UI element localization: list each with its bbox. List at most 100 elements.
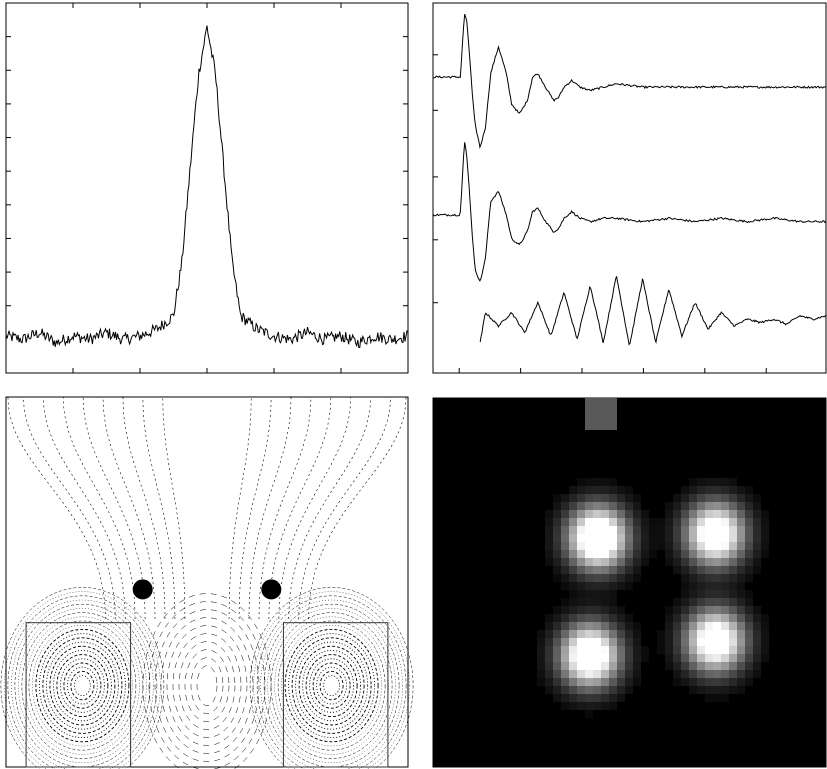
- heat-cell: [697, 678, 705, 686]
- heat-cell: [577, 630, 585, 638]
- heat-cell: [593, 686, 601, 694]
- heat-cell: [609, 414, 617, 422]
- source-dot: [132, 579, 153, 600]
- heat-cell: [585, 654, 593, 662]
- heat-cell: [553, 550, 561, 558]
- heat-cell: [673, 598, 681, 606]
- heat-cell: [617, 670, 625, 678]
- heat-cell: [705, 686, 713, 694]
- heat-cell: [569, 598, 577, 606]
- heat-cell: [633, 526, 641, 534]
- heat-cell: [553, 606, 561, 614]
- heat-cell: [585, 662, 593, 670]
- field-line: [162, 396, 186, 620]
- field-loop: [288, 633, 376, 739]
- field-loop: [196, 665, 218, 706]
- heat-cell: [745, 678, 753, 686]
- heat-cell: [585, 646, 593, 654]
- heat-cell: [681, 518, 689, 526]
- heat-cell: [761, 542, 769, 550]
- heat-cell: [721, 574, 729, 582]
- heat-cell: [753, 654, 761, 662]
- heat-cell: [625, 558, 633, 566]
- field-loop: [305, 654, 358, 718]
- heat-cell: [625, 542, 633, 550]
- heat-cell: [713, 518, 721, 526]
- heat-cell: [593, 486, 601, 494]
- heat-cell: [705, 646, 713, 654]
- heat-cell: [705, 510, 713, 518]
- field-loop: [277, 620, 386, 751]
- field-loop: [56, 654, 109, 718]
- field-line: [268, 396, 332, 620]
- heat-cell: [689, 670, 697, 678]
- heat-cell: [537, 638, 545, 646]
- heat-cell: [681, 486, 689, 494]
- heat-cell: [593, 398, 601, 406]
- heat-cell: [753, 606, 761, 614]
- heat-cell: [609, 598, 617, 606]
- heat-cell: [753, 518, 761, 526]
- heat-cell: [561, 670, 569, 678]
- field-loop: [142, 593, 272, 769]
- heat-cell: [681, 494, 689, 502]
- heat-cell: [753, 662, 761, 670]
- heat-cell: [681, 606, 689, 614]
- heat-cell: [729, 486, 737, 494]
- heat-cell: [617, 686, 625, 694]
- heat-cell: [561, 502, 569, 510]
- field-line: [23, 396, 116, 620]
- heat-cell: [689, 622, 697, 630]
- heat-cell: [601, 630, 609, 638]
- heat-cell: [545, 534, 553, 542]
- heat-cell: [705, 670, 713, 678]
- heat-cell: [705, 566, 713, 574]
- heat-cell: [545, 622, 553, 630]
- heat-cell: [729, 654, 737, 662]
- heat-cell: [705, 590, 713, 598]
- heat-cell: [737, 582, 745, 590]
- heat-cell: [681, 630, 689, 638]
- heat-cell: [721, 566, 729, 574]
- heat-cell: [689, 566, 697, 574]
- heat-cell: [729, 630, 737, 638]
- heat-cell: [753, 622, 761, 630]
- field-loop: [38, 633, 126, 739]
- heat-cell: [617, 646, 625, 654]
- heat-cell: [617, 542, 625, 550]
- heat-cell: [649, 542, 657, 550]
- heat-cell: [569, 542, 577, 550]
- field-loop: [49, 645, 116, 726]
- heat-cell: [577, 646, 585, 654]
- heat-cell: [585, 422, 593, 430]
- heat-cell: [569, 654, 577, 662]
- heat-cell: [697, 502, 705, 510]
- heat-cell: [745, 574, 753, 582]
- heat-cell: [721, 590, 729, 598]
- heat-cell: [713, 694, 721, 702]
- heat-cell: [593, 614, 601, 622]
- heat-cell: [753, 558, 761, 566]
- heat-cell: [649, 518, 657, 526]
- heat-cell: [601, 566, 609, 574]
- heat-cell: [569, 550, 577, 558]
- panel-field-lines-plot: [0, 396, 414, 769]
- heat-cell: [713, 670, 721, 678]
- field-line: [142, 396, 176, 620]
- heat-cell: [705, 582, 713, 590]
- panel-peak: [5, 2, 409, 374]
- heat-cell: [545, 510, 553, 518]
- heat-cell: [641, 646, 649, 654]
- heat-cell: [641, 654, 649, 662]
- heat-cell: [633, 622, 641, 630]
- heat-cell: [729, 526, 737, 534]
- heat-cell: [697, 614, 705, 622]
- heat-cell: [577, 566, 585, 574]
- heat-cell: [705, 694, 713, 702]
- heat-cell: [737, 638, 745, 646]
- heat-cell: [737, 510, 745, 518]
- heat-cell: [617, 614, 625, 622]
- heat-cell: [609, 534, 617, 542]
- heat-cell: [737, 534, 745, 542]
